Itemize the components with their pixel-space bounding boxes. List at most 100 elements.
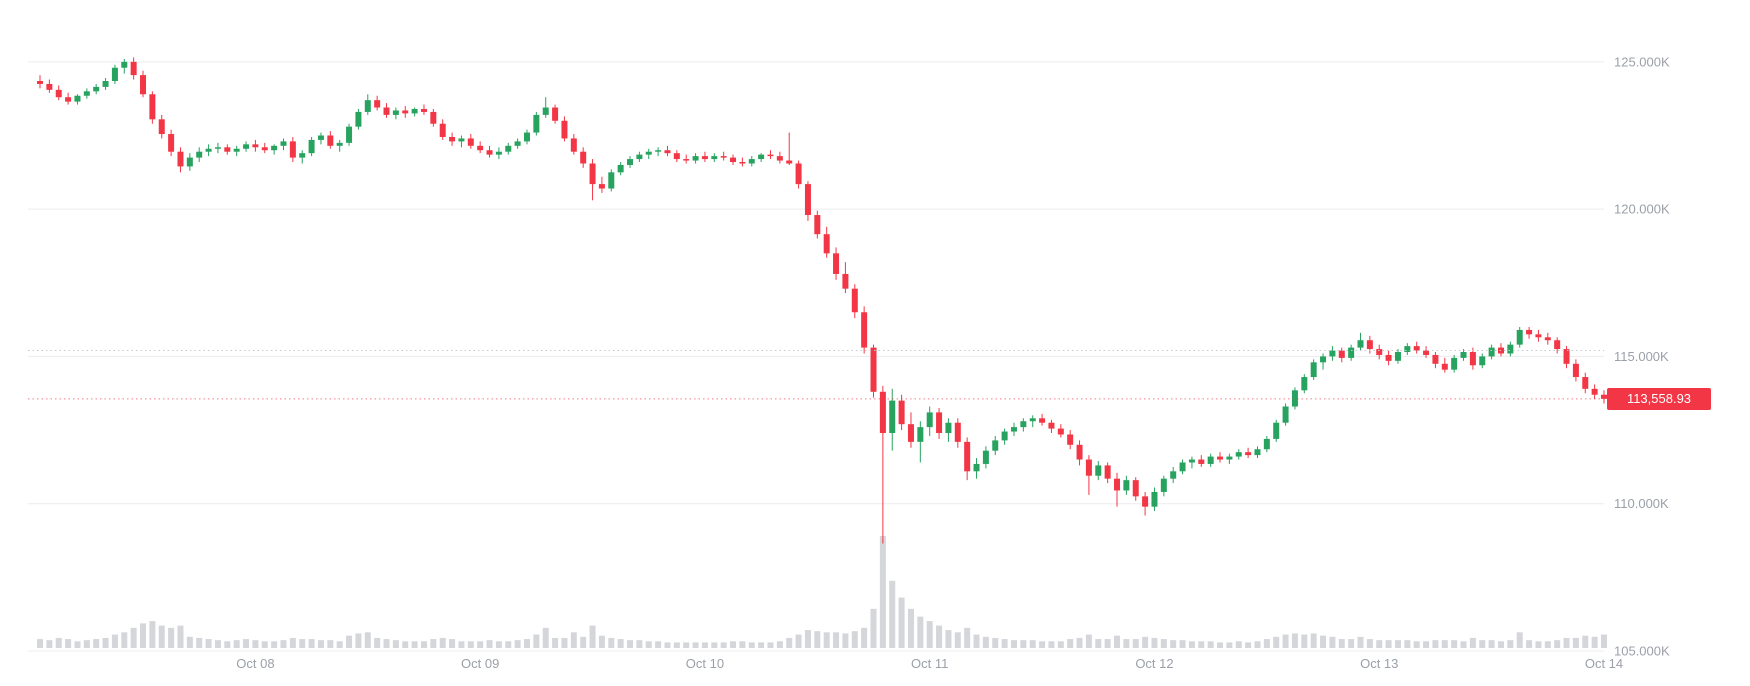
time-axis-label: Oct 13 xyxy=(1360,656,1398,671)
candles-layer xyxy=(37,57,1607,544)
volume-bar xyxy=(1469,637,1476,648)
candle-body xyxy=(1404,346,1411,353)
candle-body xyxy=(420,108,427,112)
volume-bar xyxy=(1357,636,1364,648)
candle-body xyxy=(1029,418,1036,422)
candle-body xyxy=(111,67,118,82)
volume-bar xyxy=(617,639,624,648)
candle-body xyxy=(486,150,493,155)
candle-body xyxy=(804,184,811,216)
volume-bar xyxy=(1039,641,1046,648)
volume-bar xyxy=(580,636,587,648)
candle-body xyxy=(1085,459,1092,476)
candle-body xyxy=(1020,421,1027,428)
candle-body xyxy=(449,136,456,142)
time-axis[interactable]: Oct 08 Oct 09 Oct 10 Oct 11 Oct 12 Oct 13 Oct … xyxy=(236,656,1623,671)
volume-bar xyxy=(720,642,727,648)
volume-bar xyxy=(392,640,399,648)
volume-bar xyxy=(795,634,802,648)
candle-body xyxy=(608,172,615,189)
candle-body xyxy=(1441,363,1448,370)
volume-bar xyxy=(1067,639,1074,648)
volume-bar xyxy=(186,636,193,648)
volume-bar xyxy=(645,641,652,648)
volume-bar xyxy=(102,637,109,648)
volume-bar xyxy=(317,640,324,648)
volume-bar xyxy=(992,637,999,648)
volume-bar xyxy=(1207,641,1214,648)
candle-body xyxy=(598,184,605,189)
volume-bar xyxy=(411,641,418,648)
candle-body xyxy=(617,164,624,173)
candle-body xyxy=(1217,456,1224,460)
volume-bar xyxy=(1235,641,1242,648)
volume-bar xyxy=(336,641,343,648)
volume-bar xyxy=(907,608,914,648)
candle-body xyxy=(317,135,324,140)
volume-bar xyxy=(1516,632,1523,648)
candle-body xyxy=(1432,354,1439,364)
volume-bar xyxy=(589,625,596,648)
volume-bar xyxy=(1460,641,1467,648)
volume-bar xyxy=(430,639,437,648)
candle-body xyxy=(1010,427,1017,432)
volume-bar xyxy=(1366,639,1373,648)
candle-body xyxy=(392,110,399,115)
candle-body xyxy=(243,144,250,149)
time-axis-label: Oct 11 xyxy=(911,656,948,671)
candle-body xyxy=(1151,491,1158,507)
volume-bar xyxy=(542,627,549,648)
candle-body xyxy=(383,107,390,115)
volume-bar xyxy=(814,631,821,648)
volume-bar xyxy=(327,640,334,648)
price-axis[interactable]: 125.000K 120.000K 115.000K 110.000K 105.000K xyxy=(1614,54,1670,658)
volume-bar xyxy=(1479,640,1486,648)
volume-bar xyxy=(1554,640,1561,648)
price-axis-label: 115.000K xyxy=(1614,349,1669,364)
volume-bar xyxy=(177,625,184,648)
time-axis-label: Oct 10 xyxy=(686,656,724,671)
time-axis-label: Oct 14 xyxy=(1585,656,1623,671)
volume-bar xyxy=(1114,635,1121,648)
candle-body xyxy=(1479,356,1486,366)
candle-body xyxy=(926,412,933,428)
volume-bar xyxy=(627,640,634,648)
candle-body xyxy=(186,157,193,167)
candle-body xyxy=(561,120,568,139)
volume-bar xyxy=(533,634,540,648)
candle-body xyxy=(1001,431,1008,441)
volume-bar xyxy=(1413,641,1420,648)
volume-bar xyxy=(252,640,259,648)
volume-bar xyxy=(523,639,530,648)
volume-bar xyxy=(758,642,765,648)
volume-bar xyxy=(1591,636,1598,648)
volume-bar xyxy=(1329,636,1336,648)
volume-bar xyxy=(1085,634,1092,648)
price-axis-label: 110.000K xyxy=(1614,496,1669,511)
volume-bar xyxy=(383,639,390,648)
volume-bar xyxy=(1385,640,1392,648)
volume-bar xyxy=(140,623,147,648)
volume-bar xyxy=(879,536,886,648)
candle-body xyxy=(149,94,156,120)
volume-bar xyxy=(1310,633,1317,648)
candle-body xyxy=(205,148,212,152)
volume-bar xyxy=(898,597,905,648)
volume-bar xyxy=(1151,637,1158,648)
volume-bar xyxy=(149,621,156,648)
candle-body xyxy=(1413,346,1420,351)
volume-bar xyxy=(1245,642,1252,648)
volume-bar xyxy=(786,637,793,648)
volume-bar xyxy=(1123,639,1130,648)
candle-body xyxy=(992,440,999,451)
candle-body xyxy=(636,154,643,160)
volume-bar xyxy=(608,637,615,648)
volume-bar xyxy=(55,637,62,648)
candle-body xyxy=(552,107,559,121)
volume-bar xyxy=(1572,637,1579,648)
candle-body xyxy=(739,162,746,164)
candle-body xyxy=(964,441,971,472)
candle-body xyxy=(252,144,259,148)
